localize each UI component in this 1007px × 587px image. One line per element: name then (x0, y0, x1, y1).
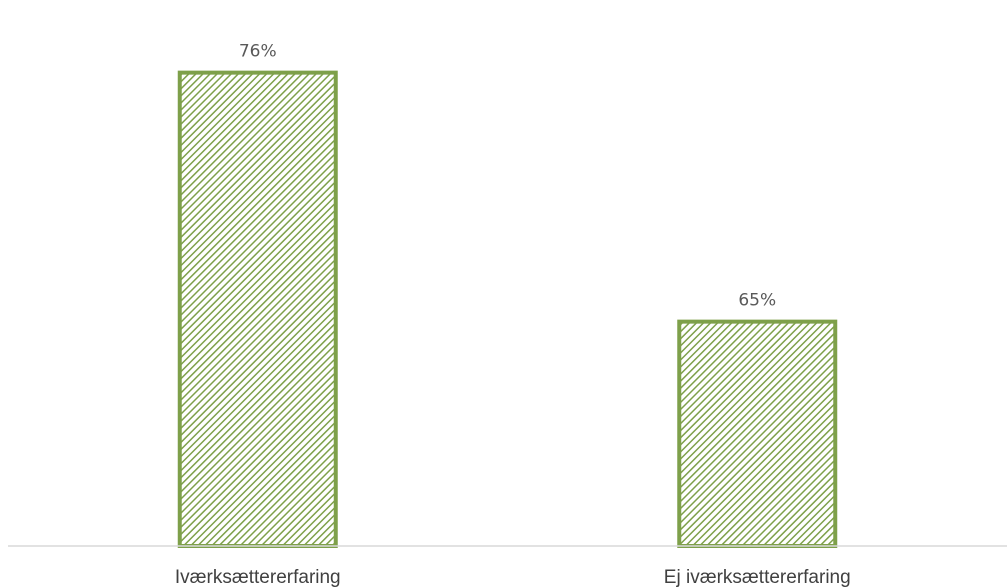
bar-2 (677, 319, 838, 548)
bars-layer (177, 70, 838, 549)
data-label-1: 76% (239, 42, 277, 62)
x-tick-label-1: Iværksættererfaring (175, 567, 341, 587)
bar-1 (177, 70, 338, 549)
x-tick-label-2: Ej iværksættererfaring (664, 567, 851, 587)
data-label-2: 65% (738, 291, 776, 311)
labels-layer: 76% Iværksættererfaring 65% Ej iværksættere… (175, 42, 851, 587)
